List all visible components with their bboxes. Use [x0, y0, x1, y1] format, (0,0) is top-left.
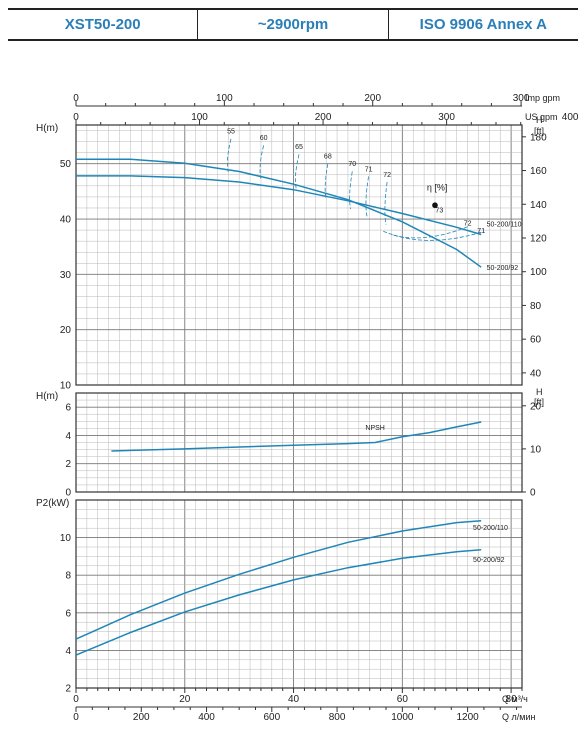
curve-label-92: 50-200/92 — [487, 265, 519, 272]
y-axis-label: H(m) — [36, 391, 58, 402]
curve-label-110: 50-200/110 — [487, 222, 522, 229]
right-tick-label: 20 — [530, 401, 542, 412]
m3h-tick-label: 20 — [179, 694, 191, 705]
m3h-tick-label: 60 — [397, 694, 409, 705]
right-axis-label: H — [536, 115, 543, 125]
efficiency-label: 70 — [348, 161, 356, 168]
efficiency-iso-line — [259, 145, 265, 179]
efficiency-iso-line — [384, 181, 388, 225]
imp-tick-label: 300 — [513, 93, 530, 104]
efficiency-label: 55 — [227, 128, 235, 135]
us-axis-label: US gpm — [525, 112, 558, 122]
header-bar: XST50-200 ~2900rpm ISO 9906 Annex A — [8, 8, 578, 41]
right-axis-label: H — [536, 387, 543, 397]
imp-axis-label: Imp gpm — [525, 93, 560, 103]
series-line-50-200/110 — [76, 175, 482, 236]
right-tick-label: 40 — [530, 368, 542, 379]
right-tick-label: 120 — [530, 233, 547, 244]
y-axis-label: P2(kW) — [36, 498, 69, 509]
efficiency-iso-line — [391, 226, 468, 239]
us-tick-label: 0 — [73, 112, 79, 123]
series-line-50-200/110 — [75, 519, 482, 640]
lmin-tick-label: 400 — [198, 712, 215, 723]
best-efficiency-point — [432, 202, 438, 209]
y-tick-label: 50 — [60, 159, 72, 170]
imp-tick-label: 200 — [364, 93, 381, 104]
lmin-tick-label: 600 — [263, 712, 280, 723]
m3h-tick-label: 80 — [506, 694, 518, 705]
right-axis-unit: [ft] — [534, 397, 544, 407]
y-tick-label: 40 — [60, 215, 72, 226]
y-tick-label: 8 — [65, 571, 71, 582]
m3h-tick-label: 40 — [288, 694, 300, 705]
y-tick-label: 0 — [65, 488, 71, 499]
power-label-110: 50-200/110 — [473, 525, 508, 532]
efficiency-label: 60 — [260, 135, 268, 142]
y-tick-label: 2 — [65, 684, 71, 695]
panel-frame — [75, 392, 523, 493]
power-label-92: 50-200/92 — [473, 557, 505, 564]
right-tick-label: 10 — [530, 444, 542, 455]
lmin-tick-label: 800 — [329, 712, 346, 723]
standard-label: ISO 9906 Annex A — [419, 16, 547, 33]
series-line-50-200/92 — [75, 549, 482, 656]
lmin-axis-label: Q л/мин — [502, 712, 535, 722]
npsh-label: NPSH — [365, 425, 384, 432]
efficiency-label: 68 — [324, 154, 332, 161]
imp-tick-label: 100 — [216, 93, 233, 104]
y-tick-label: 2 — [65, 459, 71, 470]
efficiency-iso-line — [349, 171, 353, 210]
speed-label: ~2900rpm — [198, 10, 389, 39]
right-axis-unit: [ft] — [534, 126, 544, 136]
efficiency-iso-line — [227, 138, 232, 173]
imp-tick-label: 0 — [73, 93, 79, 104]
lmin-tick-label: 0 — [73, 712, 79, 723]
efficiency-axis-label: η [%] — [427, 182, 448, 192]
right-tick-label: 180 — [530, 132, 547, 143]
panel-frame — [75, 499, 523, 689]
y-axis-label: H(m) — [36, 123, 58, 134]
y-tick-label: 20 — [60, 325, 72, 336]
y-tick-label: 10 — [60, 381, 72, 392]
us-tick-label: 100 — [191, 112, 208, 123]
model-name: XST50-200 — [8, 10, 199, 39]
y-tick-label: 6 — [65, 608, 71, 619]
m3h-tick-label: 0 — [73, 694, 79, 705]
efficiency-label: 65 — [295, 144, 303, 151]
lmin-tick-label: 1200 — [456, 712, 479, 723]
efficiency-label: 73 — [435, 207, 443, 214]
efficiency-iso-line — [365, 176, 370, 217]
efficiency-label: 72 — [383, 172, 391, 179]
efficiency-label: 71 — [365, 166, 373, 173]
efficiency-label: 71 — [477, 228, 485, 235]
right-tick-label: 80 — [530, 301, 542, 312]
efficiency-iso-line — [324, 163, 329, 200]
series-extension — [75, 614, 131, 640]
y-tick-label: 4 — [65, 646, 71, 657]
y-tick-label: 10 — [60, 533, 72, 544]
y-tick-label: 30 — [60, 270, 72, 281]
lmin-tick-label: 1000 — [391, 712, 414, 723]
us-tick-label: 200 — [315, 112, 332, 123]
efficiency-label: 72 — [464, 221, 472, 228]
m3h-axis-label: Q м³/ч — [502, 694, 528, 704]
us-tick-label: 400 — [562, 112, 579, 123]
efficiency-iso-line — [294, 154, 300, 189]
y-tick-label: 6 — [65, 403, 71, 414]
us-tick-label: 300 — [438, 112, 455, 123]
series-line-NPSH — [111, 421, 482, 452]
lmin-tick-label: 200 — [133, 712, 150, 723]
right-tick-label: 60 — [530, 335, 542, 346]
y-tick-label: 4 — [65, 431, 71, 442]
series-extension — [75, 632, 131, 656]
right-tick-label: 140 — [530, 200, 547, 211]
right-tick-label: 160 — [530, 166, 547, 177]
efficiency-iso-line — [383, 230, 482, 241]
right-tick-label: 0 — [530, 488, 536, 499]
right-tick-label: 100 — [530, 267, 547, 278]
